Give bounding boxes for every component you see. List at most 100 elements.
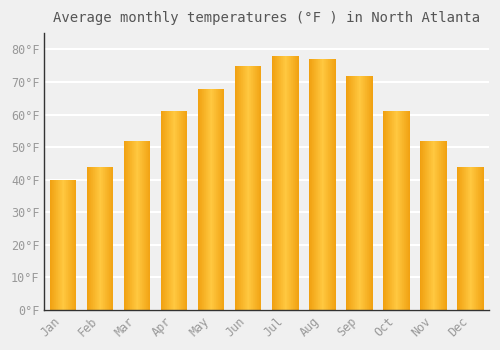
Bar	[322, 59, 323, 310]
Bar	[257, 66, 258, 310]
Bar	[283, 56, 284, 310]
Bar	[289, 56, 290, 310]
Bar	[467, 167, 468, 310]
Bar	[130, 141, 131, 310]
Bar	[409, 111, 410, 310]
Bar	[161, 111, 162, 310]
Bar	[146, 141, 147, 310]
Bar	[393, 111, 394, 310]
Bar	[141, 141, 142, 310]
Bar	[220, 89, 221, 310]
Bar	[329, 59, 330, 310]
Bar	[181, 111, 182, 310]
Bar	[177, 111, 178, 310]
Bar	[438, 141, 440, 310]
Bar	[128, 141, 129, 310]
Bar	[323, 59, 324, 310]
Bar	[276, 56, 277, 310]
Bar	[202, 89, 203, 310]
Bar	[407, 111, 408, 310]
Bar	[440, 141, 442, 310]
Bar	[464, 167, 465, 310]
Bar	[272, 56, 273, 310]
Bar	[403, 111, 404, 310]
Bar	[240, 66, 241, 310]
Bar	[63, 180, 64, 310]
Bar	[397, 111, 398, 310]
Bar	[391, 111, 392, 310]
Bar	[102, 167, 104, 310]
Bar	[470, 167, 471, 310]
Bar	[53, 180, 54, 310]
Bar	[219, 89, 220, 310]
Bar	[127, 141, 128, 310]
Bar	[200, 89, 201, 310]
Bar	[88, 167, 90, 310]
Bar	[330, 59, 331, 310]
Bar	[386, 111, 387, 310]
Bar	[476, 167, 477, 310]
Bar	[468, 167, 469, 310]
Bar	[106, 167, 108, 310]
Bar	[295, 56, 296, 310]
Bar	[67, 180, 68, 310]
Bar	[214, 89, 215, 310]
Bar	[260, 66, 261, 310]
Bar	[396, 111, 397, 310]
Bar	[469, 167, 470, 310]
Bar	[399, 111, 400, 310]
Bar	[140, 141, 141, 310]
Bar	[358, 76, 360, 310]
Bar	[174, 111, 175, 310]
Bar	[162, 111, 163, 310]
Bar	[335, 59, 336, 310]
Bar	[52, 180, 53, 310]
Bar	[57, 180, 58, 310]
Bar	[258, 66, 259, 310]
Bar	[137, 141, 138, 310]
Bar	[148, 141, 149, 310]
Bar	[73, 180, 74, 310]
Bar	[136, 141, 137, 310]
Bar	[286, 56, 287, 310]
Bar	[183, 111, 184, 310]
Bar	[180, 111, 181, 310]
Bar	[436, 141, 438, 310]
Bar	[442, 141, 444, 310]
Bar	[314, 59, 315, 310]
Bar	[58, 180, 59, 310]
Bar	[201, 89, 202, 310]
Bar	[144, 141, 145, 310]
Bar	[72, 180, 73, 310]
Bar	[199, 89, 200, 310]
Bar	[430, 141, 432, 310]
Bar	[142, 141, 143, 310]
Bar	[324, 59, 325, 310]
Bar	[274, 56, 275, 310]
Bar	[402, 111, 403, 310]
Bar	[147, 141, 148, 310]
Bar	[247, 66, 248, 310]
Bar	[62, 180, 63, 310]
Bar	[239, 66, 240, 310]
Bar	[170, 111, 171, 310]
Bar	[90, 167, 92, 310]
Bar	[246, 66, 247, 310]
Bar	[198, 89, 199, 310]
Bar	[222, 89, 223, 310]
Bar	[278, 56, 279, 310]
Bar	[98, 167, 100, 310]
Bar	[135, 141, 136, 310]
Bar	[318, 59, 319, 310]
Bar	[131, 141, 132, 310]
Bar	[327, 59, 328, 310]
Bar	[297, 56, 298, 310]
Bar	[483, 167, 484, 310]
Bar	[244, 66, 245, 310]
Bar	[400, 111, 401, 310]
Bar	[223, 89, 224, 310]
Bar	[404, 111, 405, 310]
Bar	[143, 141, 144, 310]
Bar	[292, 56, 293, 310]
Bar	[178, 111, 179, 310]
